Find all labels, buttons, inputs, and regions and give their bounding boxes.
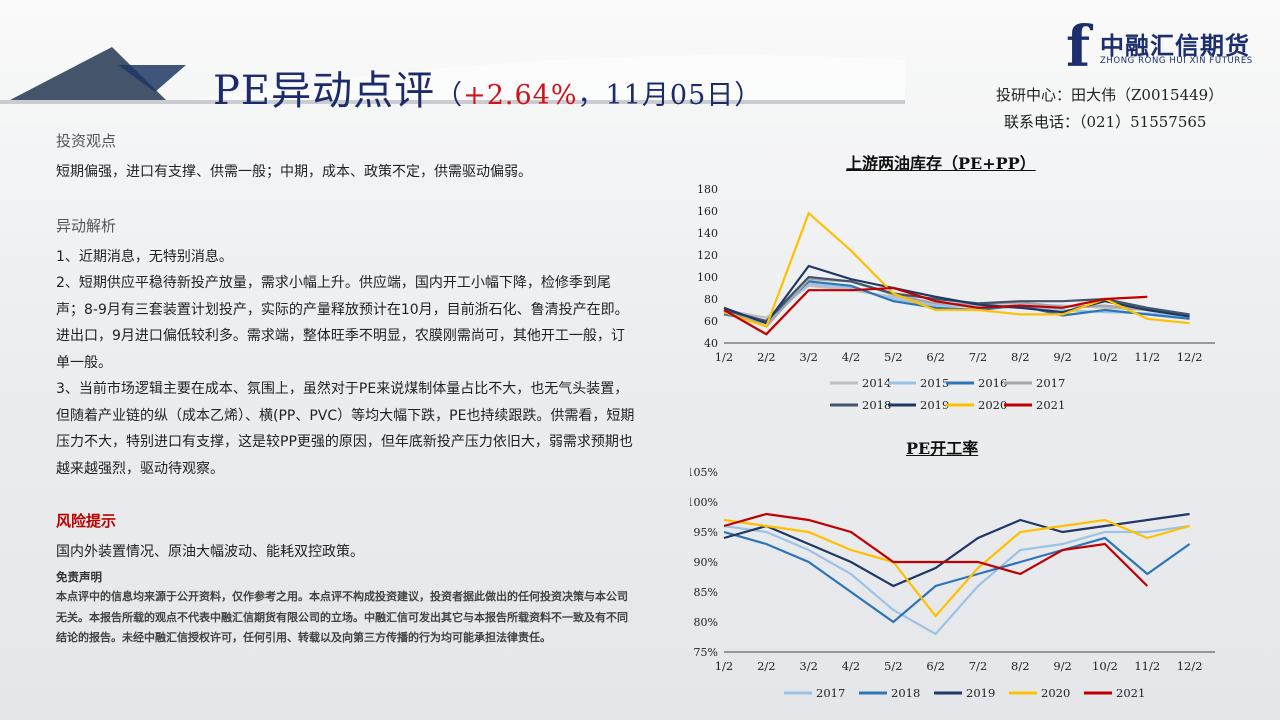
legend-label: 2016 [978, 376, 1007, 390]
legend-label: 2018 [891, 686, 920, 700]
view-text: 短期偏强，进口有支撑、供需一般；中期，成本、政策不定，供需驱动偏弱。 [56, 163, 532, 180]
x-tick-label: 12/2 [1177, 350, 1203, 364]
logo-subtext: ZHONG RONG HUI XIN FUTURES [1100, 56, 1253, 66]
x-tick-label: 5/2 [884, 350, 903, 364]
x-tick-label: 11/2 [1134, 659, 1160, 673]
legend-label: 2018 [862, 398, 891, 412]
y-tick-label: 80% [694, 616, 718, 629]
y-tick-label: 60 [704, 315, 718, 328]
risk-heading: 风险提示 [56, 512, 117, 530]
analysis-heading: 异动解析 [56, 217, 117, 235]
y-tick-label: 100% [690, 496, 718, 509]
legend-label: 2021 [1116, 686, 1145, 700]
analysis-item: 3、当前市场逻辑主要在成本、氛围上，虽然对于PE来说煤制体量占比不大，也无气头装… [56, 381, 635, 477]
y-tick-label: 40 [704, 337, 718, 350]
x-tick-label: 6/2 [926, 350, 945, 364]
disclaimer-heading: 免责声明 [56, 570, 102, 584]
legend-label: 2017 [1036, 376, 1065, 390]
analysis-item: 2、短期供应平稳待新投产放量，需求小幅上升。供应端，国内开工小幅下降，检修季到尾… [56, 275, 629, 371]
legend-label: 2019 [966, 686, 995, 700]
x-tick-label: 4/2 [842, 350, 861, 364]
risk-text: 国内外装置情况、原油大幅波动、能耗双控政策。 [56, 543, 364, 560]
series-line-2021 [723, 512, 1149, 587]
page-title: PE异动点评（+2.64%，11月05日） [213, 58, 762, 116]
y-tick-label: 75% [694, 646, 718, 659]
x-tick-label: 8/2 [1011, 659, 1030, 673]
y-tick-label: 85% [694, 586, 718, 599]
x-tick-label: 3/2 [799, 350, 818, 364]
analysis-item: 1、近期消息，无特别消息。 [56, 248, 233, 265]
y-tick-label: 140 [697, 227, 718, 240]
y-tick-label: 180 [697, 183, 718, 196]
series-line-2020 [723, 211, 1190, 328]
logo-f-icon: f [1066, 14, 1091, 80]
y-tick-label: 120 [697, 249, 718, 262]
x-tick-label: 7/2 [969, 350, 988, 364]
y-tick-label: 80 [704, 293, 718, 306]
x-tick-label: 5/2 [884, 659, 903, 673]
series-line-2019 [723, 512, 1190, 588]
x-tick-label: 12/2 [1177, 659, 1203, 673]
commentary-panel: 投资观点 短期偏强，进口有支撑、供需一般；中期，成本、政策不定，供需驱动偏弱。 … [56, 128, 636, 649]
series-line-2015 [723, 282, 1190, 325]
header-banner: PE异动点评（+2.64%，11月05日） f 中融汇信期货 ZHONG RON… [0, 0, 1280, 131]
inventory-chart: 40 60 80 100 120 140 160 180 1/2 2/2 3/2 4/2 5/2 6/2 7… [697, 183, 1215, 412]
x-tick-label: 4/2 [842, 659, 861, 673]
x-tick-label: 1/2 [715, 659, 734, 673]
x-tick-label: 6/2 [926, 659, 945, 673]
series-line-2017 [723, 524, 1190, 636]
x-tick-label: 10/2 [1092, 659, 1118, 673]
title-main: PE异动点评 [213, 68, 436, 114]
x-tick-label: 9/2 [1053, 659, 1072, 673]
y-tick-label: 160 [697, 205, 718, 218]
legend-label: 2020 [978, 398, 1007, 412]
banner-graphic [0, 47, 905, 104]
y-tick-label: 95% [694, 526, 718, 539]
series-line-2018 [723, 530, 1191, 624]
x-tick-label: 9/2 [1053, 350, 1072, 364]
title-paren: （ [435, 80, 464, 111]
legend-label: 2019 [920, 398, 949, 412]
contact-info: 投研中心：田大伟（Z0015449） 联系电话：（021）51557565 [996, 82, 1223, 136]
x-tick-label: 3/2 [799, 659, 818, 673]
series-line-2021 [723, 286, 1148, 336]
legend-label: 2017 [816, 686, 845, 700]
y-tick-label: 90% [694, 556, 718, 569]
view-heading: 投资观点 [56, 132, 117, 150]
x-tick-label: 10/2 [1092, 350, 1118, 364]
logo-text: 中融汇信期货 [1100, 32, 1250, 60]
contact-analyst: 投研中心：田大伟（Z0015449） [996, 86, 1224, 104]
title-change-pct: +2.64% [463, 80, 578, 111]
series-line-2020 [723, 518, 1190, 618]
x-tick-label: 2/2 [757, 659, 776, 673]
y-tick-label: 100 [697, 271, 718, 284]
legend-label: 2020 [1041, 686, 1070, 700]
x-tick-label: 2/2 [757, 350, 776, 364]
legend-label: 2014 [862, 376, 891, 390]
x-tick-label: 7/2 [969, 659, 988, 673]
x-tick-label: 8/2 [1011, 350, 1030, 364]
disclaimer-text: 本点评中的信息均来源于公开资料，仅作参考之用。本点评不构成投资建议，投资者据此做… [56, 590, 628, 645]
x-tick-label: 11/2 [1134, 350, 1160, 364]
title-date: ，11月05日） [577, 80, 763, 111]
chart-title-inventory: 上游两油库存（PE+PP） [846, 154, 1036, 173]
y-tick-label: 105% [690, 466, 718, 479]
contact-phone: 联系电话：（021）51557565 [1004, 113, 1207, 131]
operating-rate-chart: 75% 80% 85% 90% 95% 100% 105% 1/2 2/2 3/2 4/2 5/2 6/… [690, 466, 1215, 700]
legend-label: 2015 [920, 376, 949, 390]
chart-title-operating-rate: PE开工率 [906, 439, 979, 458]
x-tick-label: 1/2 [715, 350, 734, 364]
legend-label: 2021 [1036, 398, 1065, 412]
